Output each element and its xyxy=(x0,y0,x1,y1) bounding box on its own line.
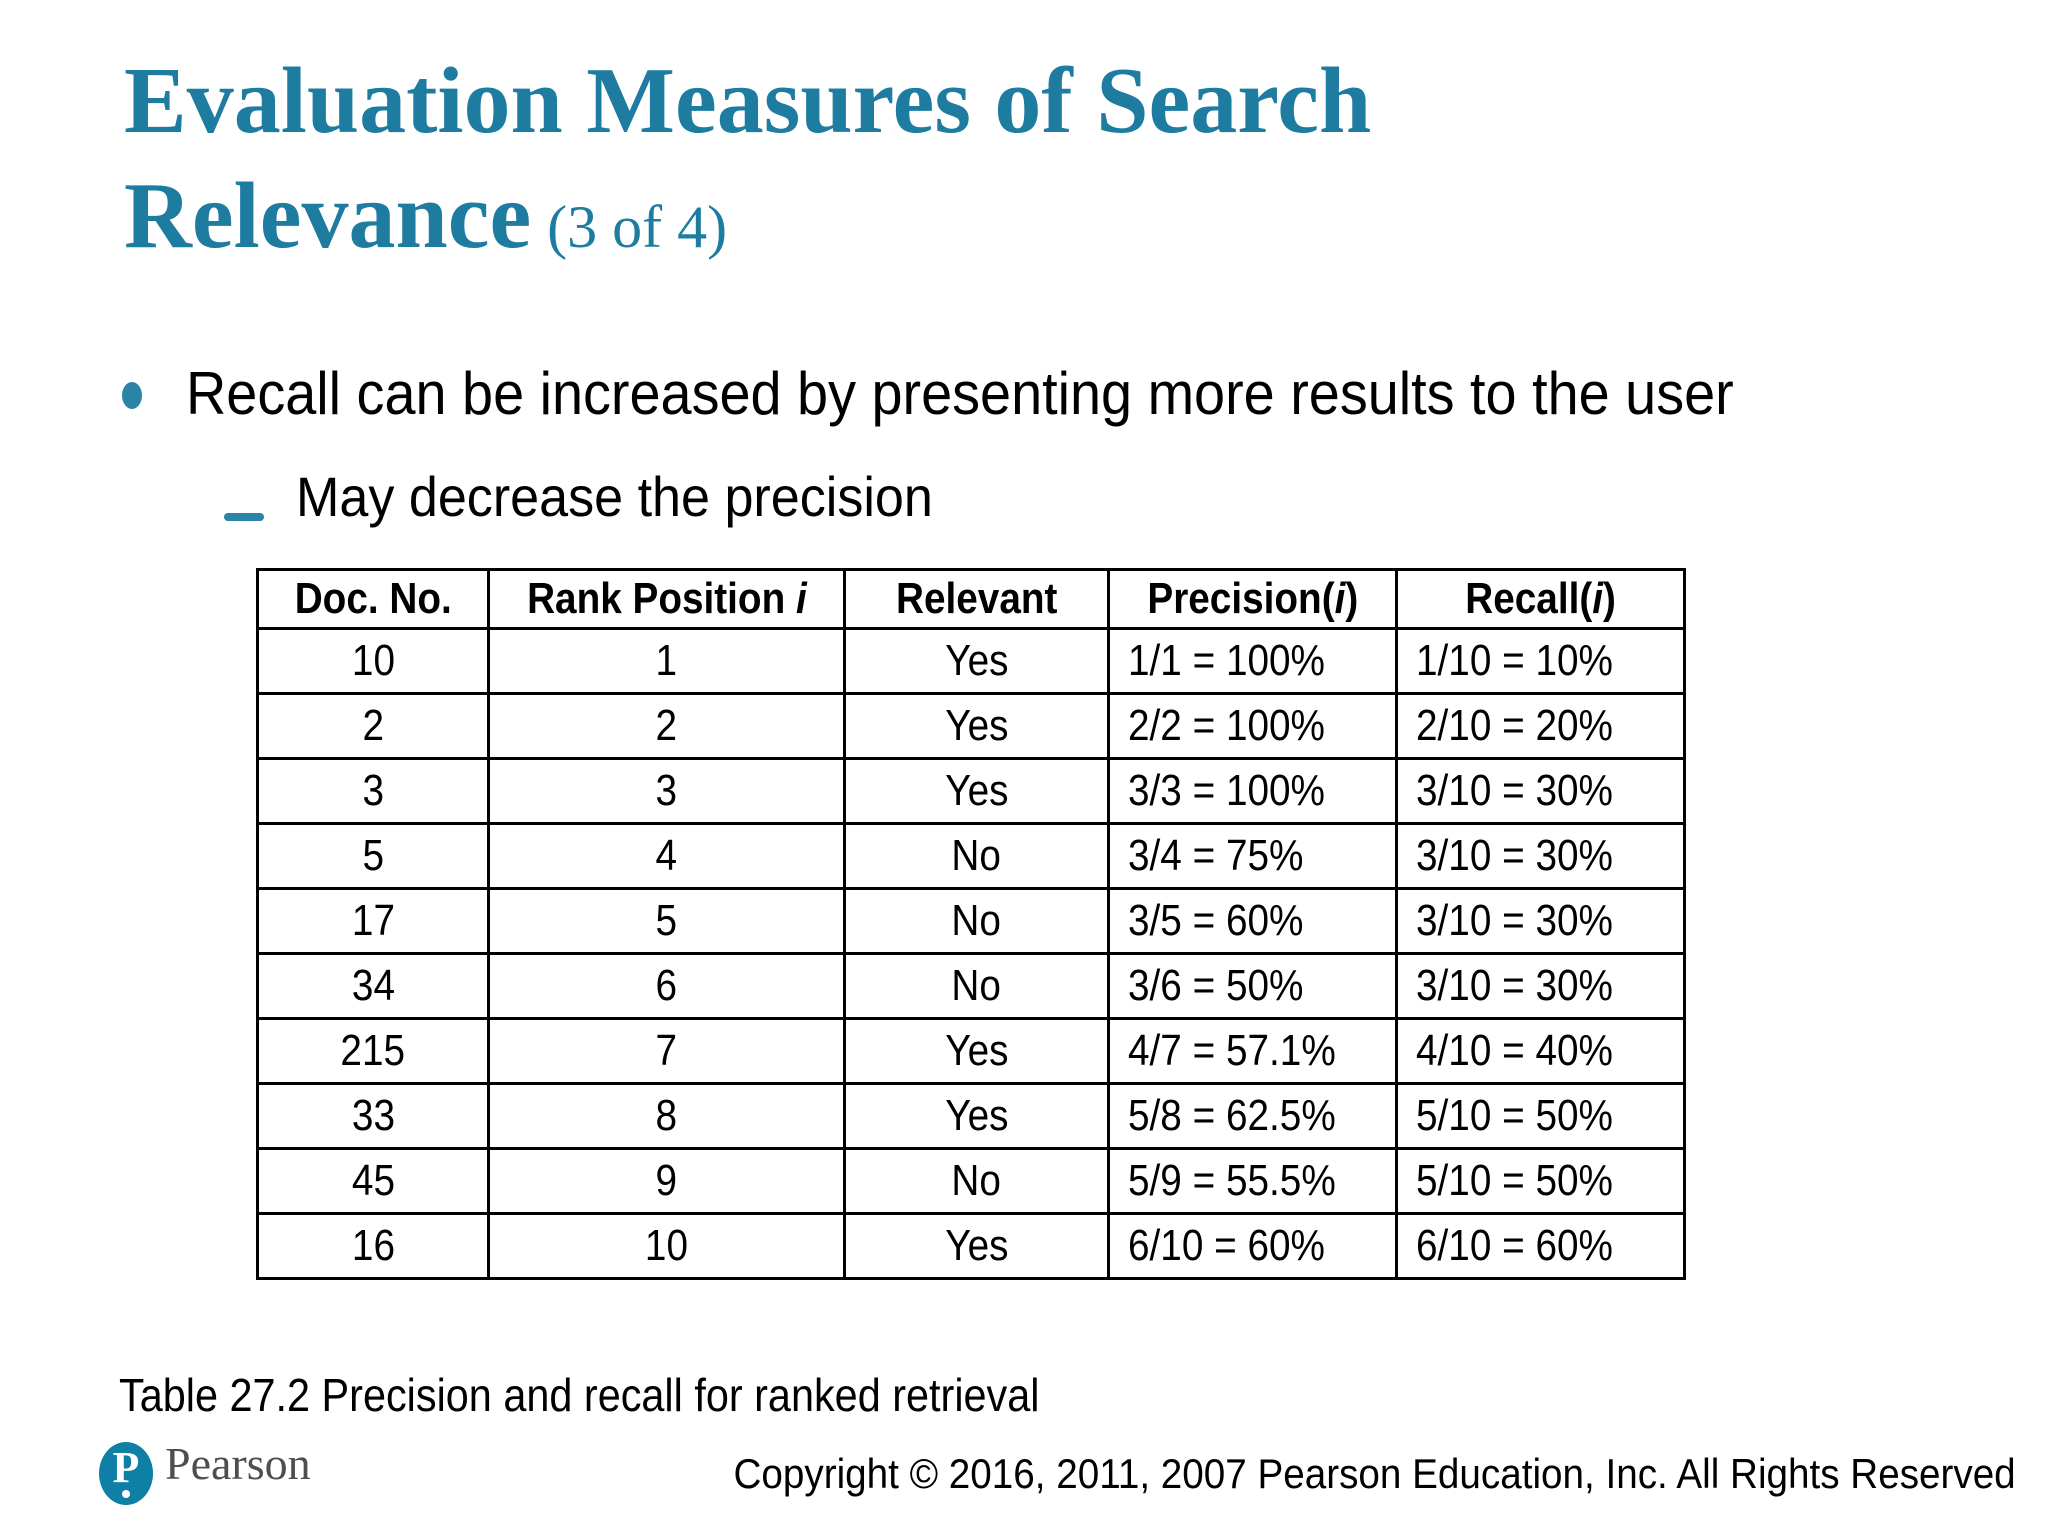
table-cell: 4 xyxy=(487,822,846,890)
bullet-dot-icon xyxy=(122,382,142,409)
table-cell: 8 xyxy=(487,1082,846,1150)
table-cell: 3/5 = 60% xyxy=(1107,887,1398,955)
title-part-number: (3 of 4) xyxy=(547,194,728,260)
table-cell: 2 xyxy=(256,692,490,760)
table-cell: 45 xyxy=(256,1147,490,1215)
copyright-text: Copyright © 2016, 2011, 2007 Pearson Edu… xyxy=(733,1450,2016,1497)
table-cell: 16 xyxy=(256,1212,490,1280)
table-header-row: Doc. No. Rank Position i Relevant Precision… xyxy=(256,568,1686,630)
table-cell: Yes xyxy=(843,692,1110,760)
table-cell: 17 xyxy=(256,887,490,955)
table-cell: 33 xyxy=(256,1082,490,1150)
header-cell: Precision(i) xyxy=(1107,568,1398,630)
table-caption: Table 27.2 Precision and recall for rank… xyxy=(119,1369,1040,1421)
table-cell: Yes xyxy=(843,627,1110,695)
table-cell: 5 xyxy=(487,887,846,955)
table-cell: 2 xyxy=(487,692,846,760)
table-cell: Yes xyxy=(843,757,1110,825)
table-cell: 3 xyxy=(256,757,490,825)
sub-bullet-dash-icon xyxy=(224,513,264,521)
table-cell: 1 xyxy=(487,627,846,695)
table-cell: No xyxy=(843,822,1110,890)
table-cell: No xyxy=(843,952,1110,1020)
table-row: 33 8 Yes 5/8 = 62.5% 5/10 = 50% xyxy=(256,1082,1686,1150)
table-cell: 3/10 = 30% xyxy=(1395,952,1686,1020)
table-cell: 4/10 = 40% xyxy=(1395,1017,1686,1085)
table-cell: 3/3 = 100% xyxy=(1107,757,1398,825)
table-cell: 6/10 = 60% xyxy=(1107,1212,1398,1280)
table-cell: 6/10 = 60% xyxy=(1395,1212,1686,1280)
table-cell: 10 xyxy=(487,1212,846,1280)
table-cell: 1/1 = 100% xyxy=(1107,627,1398,695)
table-row: 34 6 No 3/6 = 50% 3/10 = 30% xyxy=(256,952,1686,1020)
table-row: 17 5 No 3/5 = 60% 3/10 = 30% xyxy=(256,887,1686,955)
table-cell: 5 xyxy=(256,822,490,890)
table-cell: Yes xyxy=(843,1212,1110,1280)
table-cell: 10 xyxy=(256,627,490,695)
title-line2: Relevance xyxy=(124,164,532,268)
table-cell: 3/4 = 75% xyxy=(1107,822,1398,890)
table-cell: 7 xyxy=(487,1017,846,1085)
table-row: 3 3 Yes 3/3 = 100% 3/10 = 30% xyxy=(256,757,1686,825)
table-cell: 34 xyxy=(256,952,490,1020)
precision-recall-table: Doc. No. Rank Position i Relevant Precision… xyxy=(256,568,1686,1280)
table-cell: 2/2 = 100% xyxy=(1107,692,1398,760)
header-cell: Doc. No. xyxy=(256,568,490,630)
header-cell: Relevant xyxy=(843,568,1110,630)
table-cell: 3/10 = 30% xyxy=(1395,887,1686,955)
table-row: 2 2 Yes 2/2 = 100% 2/10 = 20% xyxy=(256,692,1686,760)
header-cell: Recall(i) xyxy=(1395,568,1686,630)
table-cell: 5/10 = 50% xyxy=(1395,1147,1686,1215)
table-cell: 3/10 = 30% xyxy=(1395,757,1686,825)
header-cell: Rank Position i xyxy=(487,568,846,630)
table-row: 215 7 Yes 4/7 = 57.1% 4/10 = 40% xyxy=(256,1017,1686,1085)
pearson-wordmark: Pearson xyxy=(165,1438,311,1489)
table-cell: 6 xyxy=(487,952,846,1020)
table-cell: 1/10 = 10% xyxy=(1395,627,1686,695)
table-cell: 5/10 = 50% xyxy=(1395,1082,1686,1150)
table-cell: 2/10 = 20% xyxy=(1395,692,1686,760)
bullet-main-text: Recall can be increased by presenting mo… xyxy=(186,360,1734,427)
page-title: Evaluation Measures of Search Relevance(… xyxy=(124,44,1371,285)
pearson-logo-p: P xyxy=(112,1443,140,1492)
table-cell: 4/7 = 57.1% xyxy=(1107,1017,1398,1085)
table-row: 16 10 Yes 6/10 = 60% 6/10 = 60% xyxy=(256,1212,1686,1280)
sub-bullet-text: May decrease the precision xyxy=(296,465,933,528)
table-cell: No xyxy=(843,887,1110,955)
table-cell: Yes xyxy=(843,1017,1110,1085)
pearson-logo-dot xyxy=(122,1490,130,1498)
table-cell: 5/9 = 55.5% xyxy=(1107,1147,1398,1215)
table-cell: 9 xyxy=(487,1147,846,1215)
table-cell: 215 xyxy=(256,1017,490,1085)
table-row: 45 9 No 5/9 = 55.5% 5/10 = 50% xyxy=(256,1147,1686,1215)
table-row: 10 1 Yes 1/1 = 100% 1/10 = 10% xyxy=(256,627,1686,695)
table-cell: 3/6 = 50% xyxy=(1107,952,1398,1020)
table-row: 5 4 No 3/4 = 75% 3/10 = 30% xyxy=(256,822,1686,890)
table-cell: 3/10 = 30% xyxy=(1395,822,1686,890)
table-cell: 5/8 = 62.5% xyxy=(1107,1082,1398,1150)
table-cell: No xyxy=(843,1147,1110,1215)
pearson-logo-icon: P xyxy=(99,1442,153,1505)
table-cell: 3 xyxy=(487,757,846,825)
table-cell: Yes xyxy=(843,1082,1110,1150)
title-line1: Evaluation Measures of Search xyxy=(124,49,1372,153)
